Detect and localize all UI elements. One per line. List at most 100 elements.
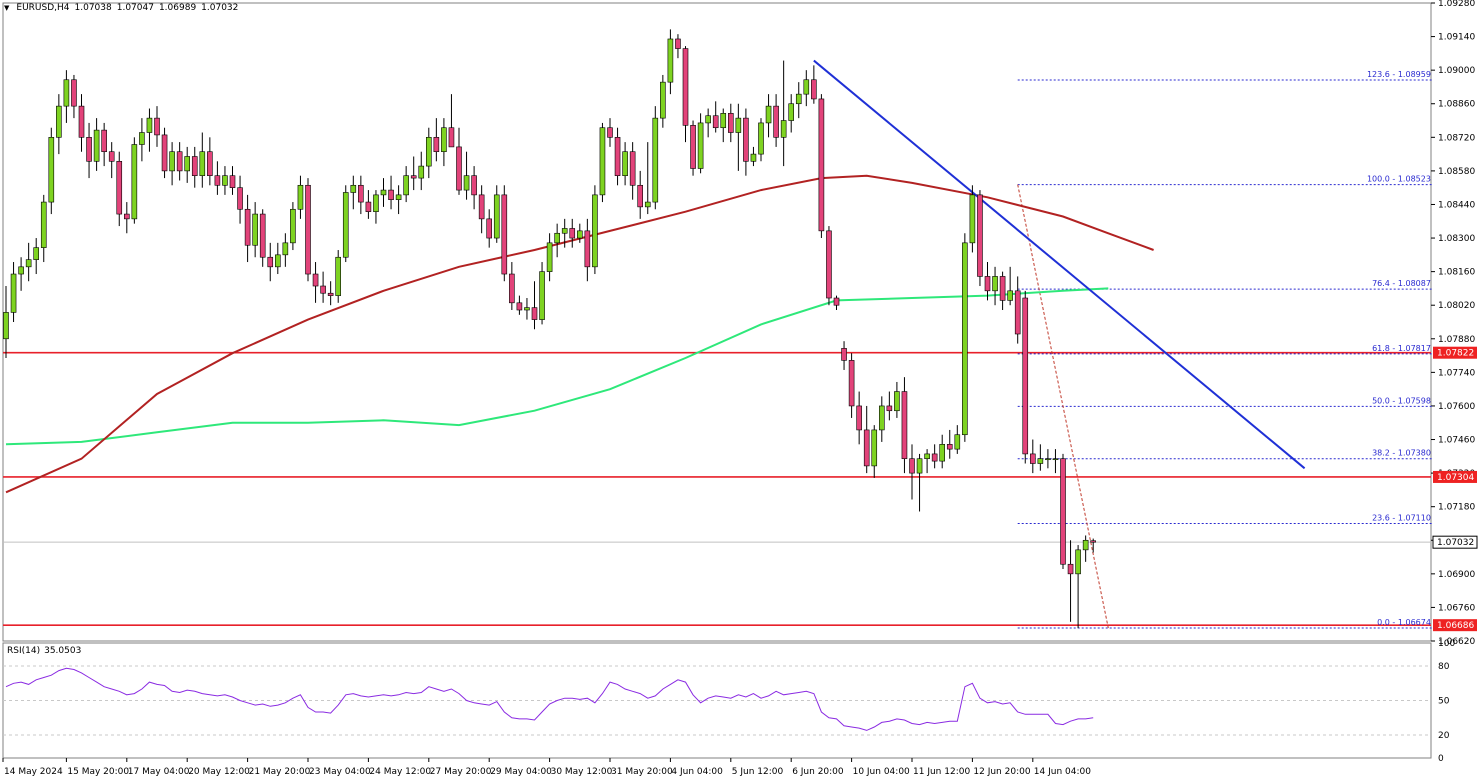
price-axis-label: 1.07880	[1438, 335, 1475, 345]
candle-body	[607, 127, 613, 138]
price-axis-label: 1.08860	[1438, 100, 1475, 110]
candle-body	[1037, 458, 1044, 464]
candle-body	[358, 184, 364, 203]
candle-body	[705, 115, 711, 124]
candle-body	[78, 105, 85, 138]
candle-body	[939, 444, 946, 462]
candle-body	[108, 151, 115, 162]
candle-body	[3, 312, 9, 340]
price-tag-label: 1.07304	[1437, 473, 1474, 483]
rsi-axis-label: 80	[1438, 662, 1450, 672]
candle-body	[916, 458, 923, 474]
candle-body	[456, 146, 462, 191]
candle-body	[1014, 290, 1021, 335]
price-tag-label: 1.07032	[1437, 538, 1474, 548]
trendline	[813, 59, 1306, 470]
candle-body	[1082, 539, 1089, 551]
price-axis-label: 1.09140	[1438, 33, 1475, 43]
candle-body	[833, 297, 840, 306]
price-axis-label: 1.08300	[1438, 234, 1475, 244]
candle-body	[765, 105, 772, 124]
main-pane-frame	[2, 2, 1432, 642]
candle-body	[380, 189, 387, 196]
candle-body	[184, 156, 190, 172]
fib-level-label: 0.0 - 1.06674	[1377, 618, 1431, 627]
candle-body	[25, 259, 32, 268]
candle-body	[274, 254, 281, 268]
candle-body	[924, 453, 930, 460]
candle-body	[297, 184, 304, 210]
candle-body	[146, 117, 153, 133]
time-axis-label: 23 May 04:00	[309, 767, 371, 777]
candle-body	[954, 434, 961, 450]
price-axis-label: 1.08020	[1438, 301, 1475, 311]
symbol-header: ▼ EURUSD,H4 1.07038 1.07047 1.06989 1.07032	[4, 3, 238, 13]
candle-body	[448, 127, 455, 148]
candle-body	[999, 276, 1006, 301]
candle-body	[931, 453, 938, 462]
high-price: 1.07047	[116, 3, 154, 13]
time-axis-label: 29 May 04:00	[490, 767, 552, 777]
candle-body	[214, 175, 221, 186]
candle-body	[395, 194, 402, 200]
candle-body	[18, 266, 24, 275]
candle-body	[509, 273, 515, 304]
price-axis-label: 1.09280	[1438, 0, 1475, 9]
time-axis-label: 5 Jun 12:00	[732, 767, 784, 777]
fib-level-label: 23.6 - 1.07110	[1372, 513, 1431, 522]
candle-body	[441, 127, 447, 153]
candle-body	[10, 273, 17, 313]
open-price: 1.07038	[74, 3, 112, 13]
time-axis-label: 17 May 04:00	[128, 767, 190, 777]
candle-body	[803, 79, 810, 95]
price-tag	[1432, 535, 1478, 549]
candle-body	[388, 189, 394, 200]
candle-body	[471, 175, 477, 196]
candle-body	[886, 405, 893, 412]
rsi-name: RSI(14)	[7, 646, 41, 656]
rsi-line	[5, 667, 1094, 731]
candle-body	[863, 429, 870, 467]
candle-body	[63, 79, 70, 107]
candle-body	[320, 285, 326, 294]
fib-level-label: 38.2 - 1.07380	[1372, 449, 1431, 458]
symbol-dropdown-icon[interactable]: ▼	[4, 4, 10, 12]
candle-body	[161, 134, 168, 172]
rsi-axis-label: 100	[1438, 639, 1455, 649]
candle-body	[199, 151, 206, 176]
candle-body	[101, 129, 107, 153]
candle-body	[818, 98, 825, 232]
candle-body	[1075, 549, 1081, 575]
candle-body	[33, 247, 40, 260]
candle-body	[267, 256, 274, 268]
candle-body	[116, 161, 123, 215]
candle-body	[856, 405, 862, 431]
rsi-axis-label: 0	[1438, 754, 1444, 764]
candle-body	[682, 48, 689, 126]
time-axis-label: 15 May 20:00	[67, 767, 129, 777]
candle-body	[433, 137, 440, 153]
price-tag-label: 1.06686	[1437, 621, 1474, 631]
time-axis-label: 11 Jun 12:00	[913, 767, 970, 777]
time-axis-label: 14 May 2024	[4, 767, 63, 777]
price-axis-label: 1.08580	[1438, 167, 1475, 177]
candle-body	[984, 276, 991, 292]
candle-body	[675, 38, 681, 49]
candle-body	[524, 307, 530, 311]
candle-body	[342, 192, 349, 258]
price-axis-label: 1.07600	[1438, 402, 1475, 412]
fib-level-label: 100.0 - 1.08523	[1367, 175, 1431, 184]
candle-body	[788, 103, 795, 121]
candle-body	[486, 218, 493, 239]
candle-body	[418, 165, 425, 179]
candle-body	[335, 256, 342, 296]
candle-body	[894, 391, 900, 412]
price-axis-label: 1.08720	[1438, 133, 1475, 143]
candle-body	[176, 151, 183, 172]
candle-body	[743, 117, 749, 162]
candle-body	[71, 79, 77, 107]
candle-body	[1007, 290, 1013, 301]
candle-body	[554, 232, 560, 244]
rsi-value: 35.0503	[44, 646, 82, 656]
candle-body	[207, 151, 213, 176]
